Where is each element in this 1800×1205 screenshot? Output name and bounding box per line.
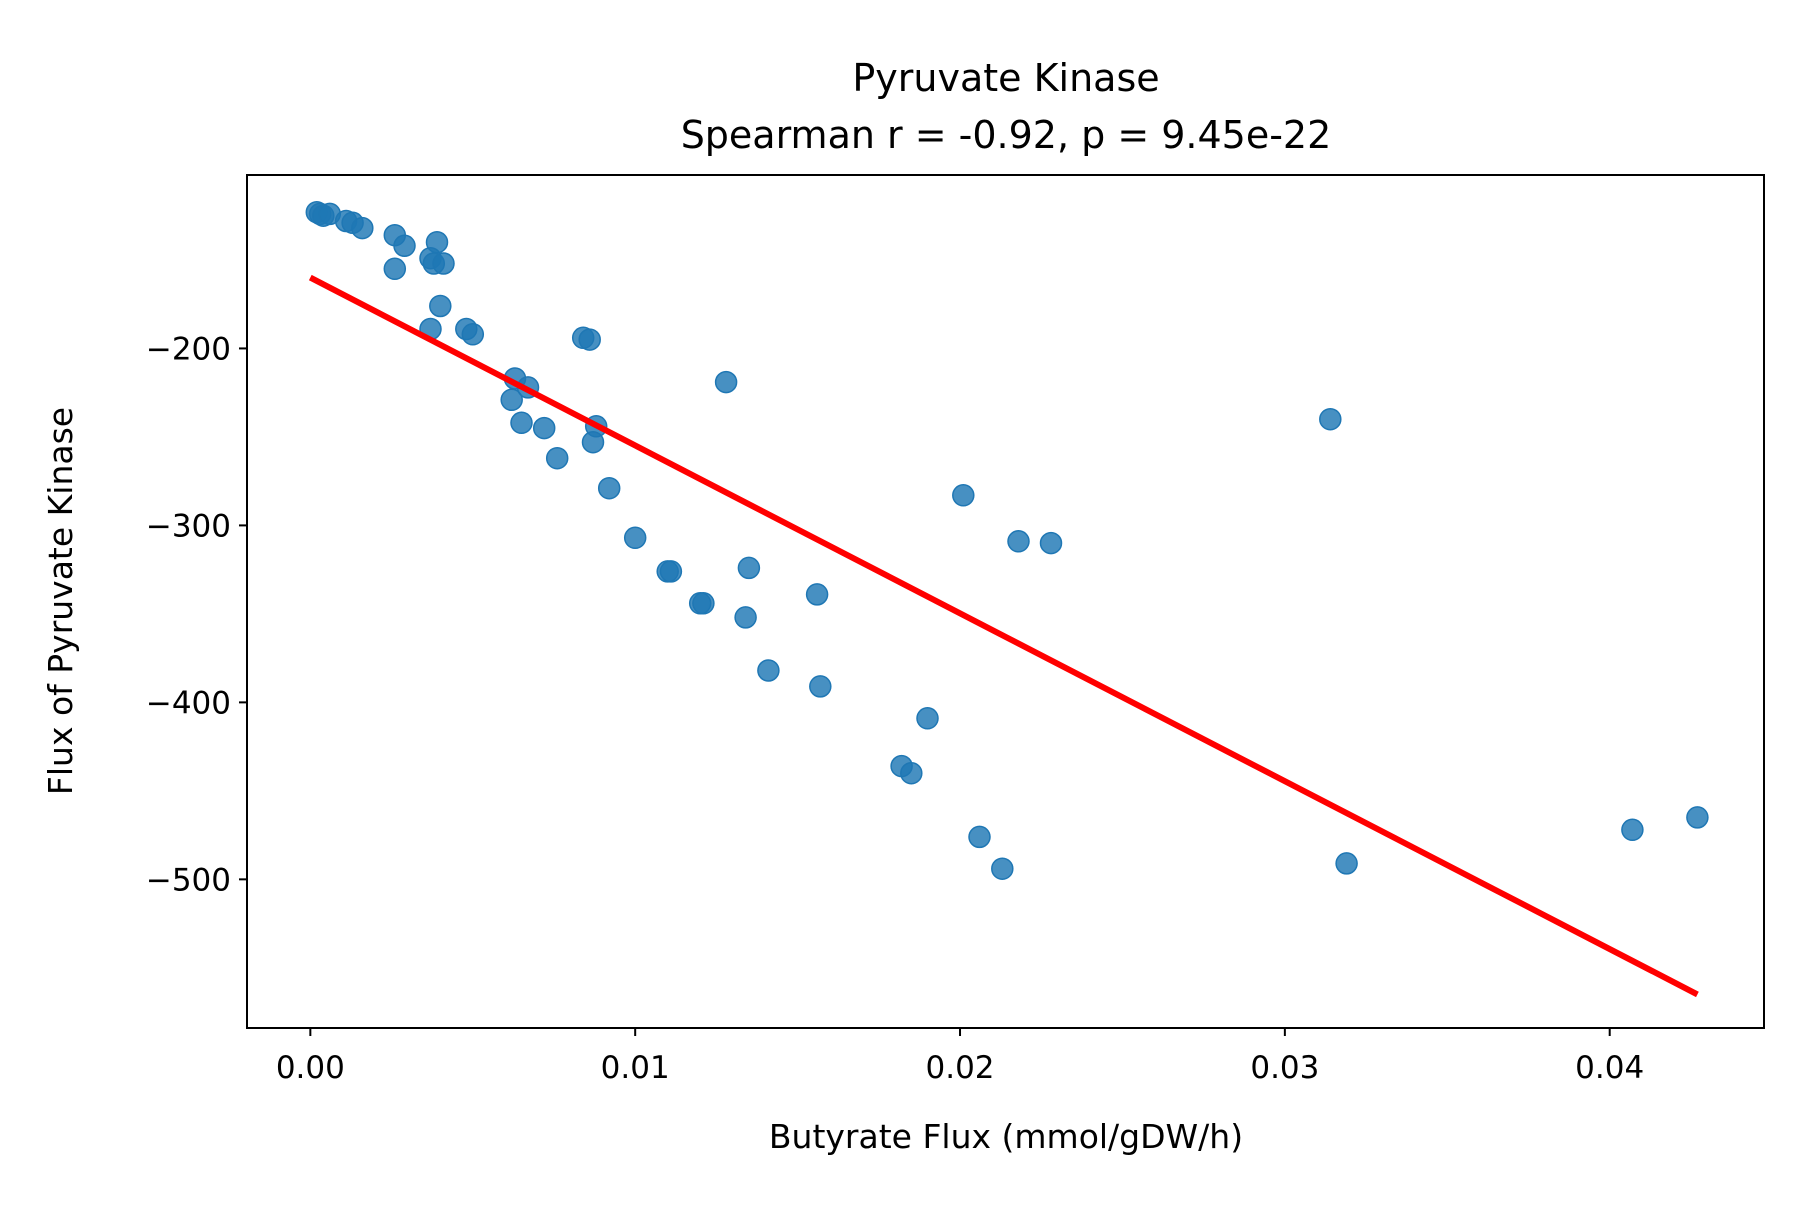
y-tick-label: −300 xyxy=(146,508,231,544)
data-point xyxy=(351,216,374,240)
data-point xyxy=(432,252,455,275)
data-point xyxy=(900,761,923,785)
data-point xyxy=(968,825,991,849)
data-point xyxy=(1621,818,1644,842)
data-point xyxy=(597,476,621,500)
data-point xyxy=(1686,806,1709,829)
data-point xyxy=(916,707,939,730)
data-point xyxy=(510,411,533,435)
x-tick-label: 0.00 xyxy=(276,1050,345,1086)
data-point xyxy=(659,560,683,583)
data-point xyxy=(737,556,761,580)
data-point xyxy=(393,234,416,258)
data-point xyxy=(545,446,569,470)
y-tick-label: −500 xyxy=(146,862,231,898)
fit-line xyxy=(308,274,1699,998)
data-point xyxy=(1319,407,1342,431)
data-point xyxy=(805,583,829,606)
data-point xyxy=(692,592,715,615)
data-point xyxy=(714,370,738,394)
data-point xyxy=(1007,530,1030,553)
plot-marks xyxy=(305,200,1709,998)
y-tick-label: −400 xyxy=(146,685,231,721)
x-axis-label: Butyrate Flux (mmol/gDW/h) xyxy=(769,1117,1243,1156)
data-point xyxy=(532,416,556,440)
y-axis-label: Flux of Pyruvate Kinase xyxy=(41,407,80,795)
data-point xyxy=(809,675,832,698)
x-tick-label: 0.02 xyxy=(926,1050,995,1086)
data-point xyxy=(1039,531,1063,555)
data-point xyxy=(461,323,485,346)
data-point xyxy=(578,328,601,351)
chart-title: Pyruvate Kinase xyxy=(852,56,1159,100)
x-tick-label: 0.03 xyxy=(1250,1050,1319,1086)
data-point xyxy=(500,388,523,412)
axis-ticks: 0.00 0.01 0.02 0.03 0.04 −200 −300 −400 −500 xyxy=(146,331,1644,1086)
data-point xyxy=(952,484,975,507)
data-point xyxy=(429,294,452,318)
data-point xyxy=(581,430,605,454)
plot-frame xyxy=(246,174,1765,1029)
data-point xyxy=(383,257,407,281)
y-tick-label: −200 xyxy=(146,331,231,367)
data-point xyxy=(991,857,1014,880)
data-point xyxy=(1335,852,1358,875)
data-point xyxy=(623,526,647,550)
x-tick-label: 0.01 xyxy=(601,1050,670,1086)
chart-subtitle: Spearman r = -0.92, p = 9.45e-22 xyxy=(681,113,1332,157)
x-tick-label: 0.04 xyxy=(1575,1050,1644,1086)
data-point xyxy=(757,659,780,682)
data-point xyxy=(734,606,757,629)
